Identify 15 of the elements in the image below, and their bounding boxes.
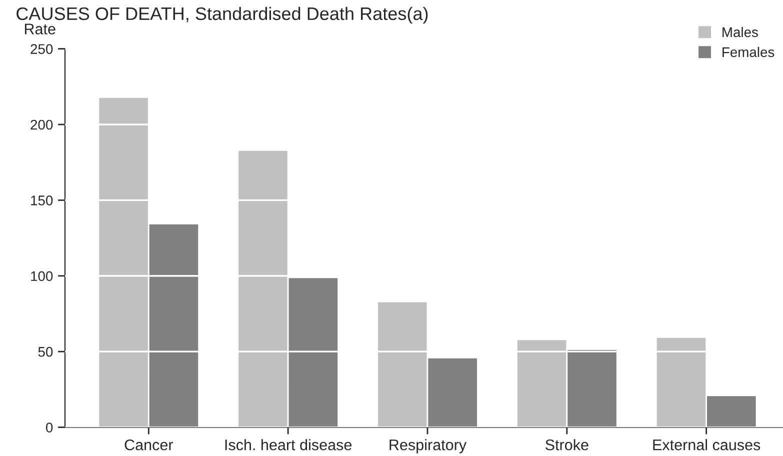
chart-title: CAUSES OF DEATH, Standardised Death Rates(a) — [16, 6, 428, 24]
y-tick-label: 200 — [30, 120, 53, 130]
x-tick-label: Respiratory — [390, 439, 467, 454]
x-tick-label: Isch. heart disease — [225, 439, 352, 450]
x-tick-label: Stroke — [546, 439, 588, 450]
y-tick-label: 100 — [31, 271, 53, 282]
legend-label: Females — [722, 46, 774, 58]
y-tick-label: 0 — [46, 422, 53, 432]
legend-label: Males — [722, 26, 758, 38]
x-tick-label: External causes — [653, 439, 760, 450]
y-axis-title: Rate — [24, 24, 56, 34]
y-tick-label: 150 — [31, 196, 53, 206]
y-tick-label: 250 — [30, 44, 53, 54]
y-tick-label: 50 — [38, 346, 53, 357]
x-tick-label: Cancer — [124, 439, 174, 450]
